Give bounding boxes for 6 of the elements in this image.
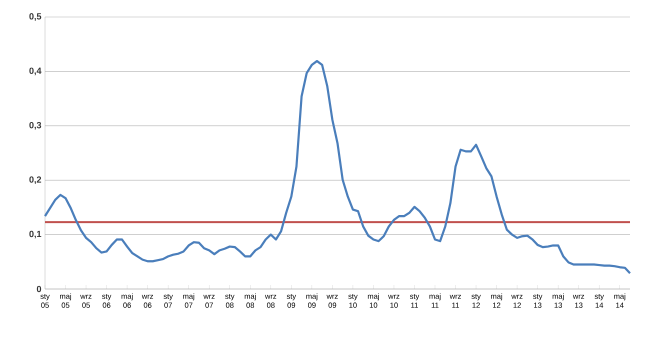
y-tick-label: 0,5 xyxy=(29,13,42,21)
y-tick-label: 0,2 xyxy=(29,176,42,184)
y-tick-label: 0,1 xyxy=(29,230,42,238)
y-tick-label: 0,4 xyxy=(29,68,42,76)
y-tick-label: 0 xyxy=(36,286,42,292)
y-tick-label: 0,3 xyxy=(29,122,42,130)
